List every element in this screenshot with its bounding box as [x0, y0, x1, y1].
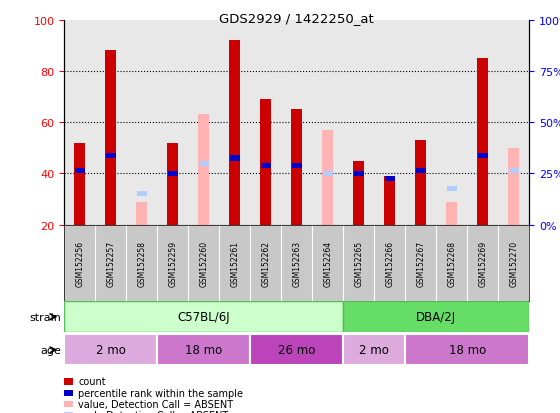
Text: 18 mo: 18 mo — [185, 344, 222, 356]
Bar — [384, 176, 395, 225]
Text: GDS2929 / 1422250_at: GDS2929 / 1422250_at — [220, 12, 374, 25]
Bar — [509, 169, 519, 174]
Text: rank, Detection Call = ABSENT: rank, Detection Call = ABSENT — [78, 410, 228, 413]
Text: GSM152266: GSM152266 — [385, 240, 394, 286]
Bar — [446, 202, 457, 225]
Bar — [261, 164, 270, 169]
Bar — [198, 115, 209, 225]
Text: GSM152268: GSM152268 — [447, 240, 456, 286]
Bar — [323, 131, 333, 225]
Bar — [250, 335, 343, 366]
Bar — [323, 171, 333, 176]
Text: 2 mo: 2 mo — [360, 344, 389, 356]
Bar — [199, 161, 209, 166]
Bar — [157, 335, 250, 366]
Bar — [168, 171, 178, 176]
Text: GSM152260: GSM152260 — [199, 240, 208, 286]
Bar — [416, 141, 426, 225]
Text: 2 mo: 2 mo — [96, 344, 126, 356]
Text: value, Detection Call = ABSENT: value, Detection Call = ABSENT — [78, 399, 234, 409]
Bar — [75, 169, 85, 174]
Text: GSM152258: GSM152258 — [137, 240, 146, 286]
Text: GSM152264: GSM152264 — [323, 240, 332, 286]
Text: DBA/2J: DBA/2J — [416, 311, 456, 323]
Bar — [447, 187, 456, 192]
Text: GSM152269: GSM152269 — [478, 240, 487, 286]
Bar — [291, 110, 302, 225]
Bar — [477, 59, 488, 225]
Text: GSM152267: GSM152267 — [416, 240, 425, 286]
Bar — [353, 161, 364, 225]
Text: percentile rank within the sample: percentile rank within the sample — [78, 388, 244, 398]
Text: GSM152263: GSM152263 — [292, 240, 301, 286]
Bar — [106, 154, 116, 159]
Bar — [230, 156, 240, 161]
Bar — [343, 301, 529, 332]
Text: 18 mo: 18 mo — [449, 344, 486, 356]
Bar — [260, 100, 271, 225]
Text: age: age — [41, 345, 62, 355]
Bar — [105, 51, 116, 225]
Bar — [405, 335, 529, 366]
Bar — [508, 148, 519, 225]
Text: GSM152265: GSM152265 — [354, 240, 363, 286]
Bar — [230, 41, 240, 225]
Text: GSM152262: GSM152262 — [262, 240, 270, 286]
Text: count: count — [78, 377, 106, 387]
Bar — [137, 202, 147, 225]
Bar — [385, 176, 395, 182]
Bar — [64, 301, 343, 332]
Text: C57BL/6J: C57BL/6J — [178, 311, 230, 323]
Bar — [354, 171, 363, 176]
Text: GSM152259: GSM152259 — [169, 240, 178, 286]
Bar — [416, 169, 426, 174]
Bar — [74, 143, 85, 225]
Text: GSM152257: GSM152257 — [106, 240, 115, 286]
Text: 26 mo: 26 mo — [278, 344, 315, 356]
Bar — [292, 164, 302, 169]
Text: GSM152261: GSM152261 — [230, 240, 239, 286]
Text: GSM152256: GSM152256 — [76, 240, 85, 286]
Text: GSM152270: GSM152270 — [509, 240, 518, 286]
Bar — [64, 335, 157, 366]
Bar — [343, 335, 405, 366]
Text: strain: strain — [30, 312, 62, 322]
Bar — [478, 154, 488, 159]
Bar — [137, 192, 147, 197]
Bar — [167, 143, 178, 225]
